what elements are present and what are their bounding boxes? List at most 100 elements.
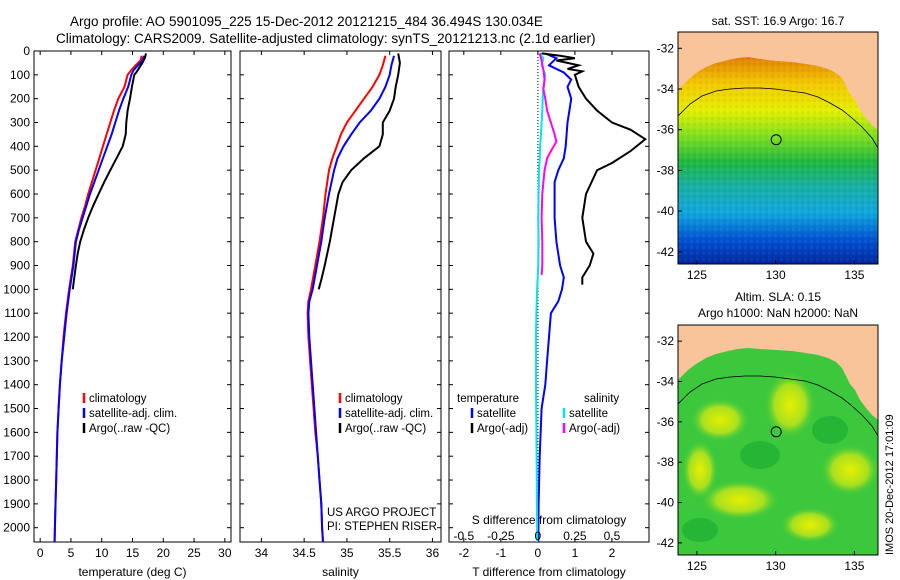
temperature-xtick-label: 5 [68, 546, 75, 560]
sst-map-lat-label: -38 [657, 163, 675, 177]
salinity-series-group [306, 53, 401, 542]
depth-tick-label: 1000 [3, 282, 30, 296]
differences-xtick-label: 0 [535, 546, 542, 560]
temperature-xtick-label: 20 [157, 546, 171, 560]
salinity-xtick-label: 34.5 [292, 546, 316, 560]
sla-map-lon-label: 130 [766, 559, 786, 573]
diff-legend-label: satellite [477, 408, 516, 420]
figure-title-line2: Climatology: CARS2009. Satellite-adjuste… [56, 31, 596, 46]
differences-xtick-label: 1 [572, 546, 579, 560]
differences-series-line [541, 52, 648, 285]
depth-tick-label: 1400 [3, 378, 30, 392]
diff-top-tick-label: -0.5 [453, 529, 474, 543]
temperature-xtick-label: 25 [187, 546, 201, 560]
sla-map-lat-label: -38 [657, 455, 675, 469]
salinity-legend-label: satellite-adj. clim. [345, 408, 433, 420]
sla-map-panel: Altim. SLA: 0.15 Argo h1000: NaN h2000: … [657, 290, 879, 573]
sst-map-panel: sat. SST: 16.9 Argo: 16.7 125 130 135 -32 -3… [657, 14, 879, 282]
difference-panel: -2 -1 0 1 2 T difference from climatology temp… [448, 50, 650, 579]
diff-legend-heading: temperature [457, 393, 519, 405]
salinity-xtick-label: 34 [255, 546, 269, 560]
salinity-xlabel: salinity [322, 565, 359, 579]
temperature-legend-label: Argo(..raw -QC) [89, 423, 170, 435]
sla-isobath-line [678, 375, 878, 437]
differences-xtick-label: -2 [458, 546, 469, 560]
sla-map-lat-label: -32 [657, 334, 675, 348]
diff-top-tick-label: 0.25 [563, 529, 587, 543]
depth-tick-label: 200 [10, 92, 30, 106]
diff-legend-heading: salinity [584, 393, 619, 405]
differences-frame [448, 50, 650, 543]
temperature-xlabel: temperature (deg C) [78, 565, 186, 579]
depth-tick-label: 400 [10, 139, 30, 153]
sla-map-lon-label: 135 [844, 559, 864, 573]
salinity-series-line [317, 53, 401, 290]
depth-tick-label: 700 [10, 211, 30, 225]
sst-map-profile-marker [770, 134, 782, 146]
sst-map-lat-label: -42 [657, 245, 675, 259]
differences-series-line [538, 53, 558, 276]
sst-map-lon-label: 130 [766, 268, 786, 282]
depth-tick-label: 1600 [3, 425, 30, 439]
depth-tick-label: 1100 [4, 306, 30, 320]
diff-top-tick-label: -0.25 [487, 529, 515, 543]
depth-tick-label: 100 [10, 68, 30, 82]
sst-map-lat-label: -36 [657, 123, 675, 137]
sla-map-lat-label: -40 [657, 496, 675, 510]
sst-map-title: sat. SST: 16.9 Argo: 16.7 [712, 14, 845, 28]
sst-map-lon-label: 125 [687, 268, 707, 282]
temperature-legend-label: climatology [89, 393, 147, 405]
sst-map-lat-label: -34 [657, 82, 675, 96]
differences-xtick-label: 2 [609, 546, 616, 560]
salinity-legend-label: Argo(..raw -QC) [345, 423, 426, 435]
project-annotation: PI: STEPHEN RISER [327, 521, 437, 533]
sla-map-lat-label: -36 [657, 415, 675, 429]
differences-series-line [537, 52, 573, 542]
depth-tick-label: 2000 [3, 521, 30, 535]
temperature-series-group [53, 53, 147, 542]
sst-map-lon-label: 135 [844, 268, 864, 282]
diff-legend-label: satellite [569, 408, 608, 420]
differences-xtick-label: -1 [496, 546, 507, 560]
salinity-xtick-label: 36 [426, 546, 440, 560]
depth-tick-label: 600 [10, 187, 30, 201]
sst-isobath-line [678, 87, 878, 149]
depth-tick-label: 1500 [3, 402, 30, 416]
imos-timestamp: IMOS 20-Dec-2012 17:01:09 [884, 414, 896, 555]
diff-top-axis-label: S difference from climatology [472, 513, 627, 527]
depth-tick-label: 1700 [3, 449, 30, 463]
depth-tick-label: 300 [10, 116, 30, 130]
depth-tick-label: 1800 [3, 473, 30, 487]
salinity-series-line [307, 55, 395, 542]
project-annotation: US ARGO PROJECT [327, 507, 436, 519]
differences-series-group [535, 52, 648, 542]
diff-legend-label: Argo(-adj) [569, 423, 620, 435]
sst-map-lat-label: -32 [657, 41, 675, 55]
diff-top-tick-label: 0.5 [604, 529, 621, 543]
sla-map-lat-label: -34 [657, 374, 675, 388]
depth-tick-label: 0 [23, 44, 30, 58]
salinity-xtick-label: 35.5 [378, 546, 402, 560]
depth-tick-label: 1300 [3, 354, 30, 368]
depth-tick-label: 900 [10, 259, 30, 273]
diff-top-tick-label: 0 [535, 529, 542, 543]
sst-land-mass [678, 32, 878, 130]
salinity-panel: 34 34.5 35 35.5 36 salinity climatology satelli… [239, 50, 442, 579]
temperature-legend-label: satellite-adj. clim. [89, 408, 177, 420]
temperature-series-line [53, 55, 146, 542]
sla-land-mass [678, 325, 878, 420]
temperature-panel: 0 5 10 15 20 25 300100200300400500600700800900… [3, 44, 232, 579]
temperature-xtick-label: 0 [37, 546, 44, 560]
temperature-xtick-label: 15 [126, 546, 140, 560]
sla-map-lon-label: 125 [687, 559, 707, 573]
sst-map-lat-label: -40 [657, 204, 675, 218]
depth-tick-label: 1900 [3, 497, 30, 511]
sla-map-lat-label: -42 [657, 536, 675, 550]
differences-xlabel: T difference from climatology [472, 565, 626, 579]
figure-title-line1: Argo profile: AO 5901095_225 15-Dec-2012… [70, 14, 543, 29]
temperature-frame [33, 50, 232, 543]
depth-tick-label: 500 [10, 163, 30, 177]
temperature-xtick-label: 10 [95, 546, 109, 560]
temperature-series-line [71, 53, 147, 290]
